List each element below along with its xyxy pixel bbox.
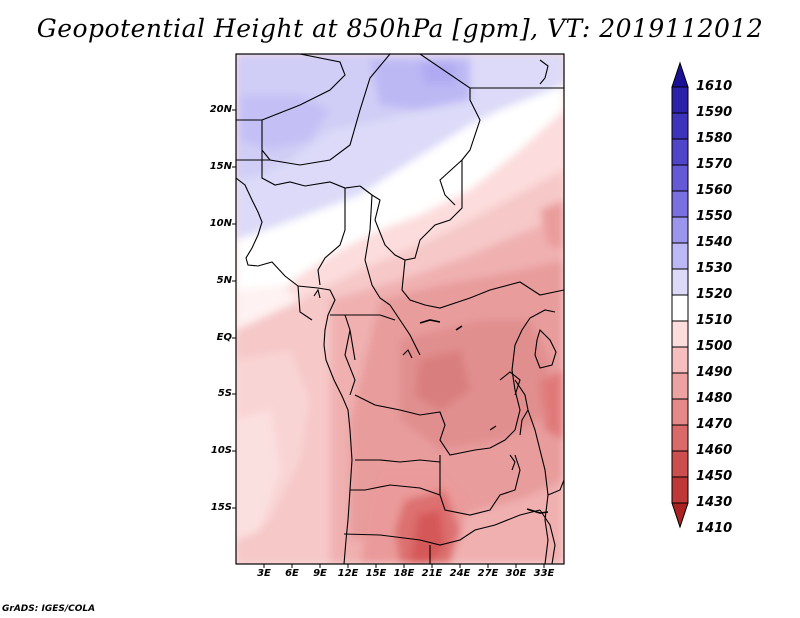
lat-label-5n: 5N <box>216 275 232 286</box>
colorbar-label: 1480 <box>696 391 733 406</box>
lon-label-21e: 21E <box>421 568 443 579</box>
lon-label-30e: 30E <box>505 568 527 579</box>
colorbar-swatch <box>671 424 689 452</box>
colorbar-swatch <box>671 268 689 296</box>
lon-label-33e: 33E <box>533 568 555 579</box>
colorbar-label: 1540 <box>696 235 733 250</box>
lon-label-3e: 3E <box>257 568 271 579</box>
lon-label-12e: 12E <box>337 568 359 579</box>
colorbar-swatch <box>671 346 689 374</box>
colorbar-swatch <box>671 398 689 426</box>
colorbar-swatch <box>671 216 689 244</box>
lon-label-9e: 9E <box>313 568 327 579</box>
colorbar-label: 1610 <box>696 79 733 94</box>
lon-label-27e: 27E <box>477 568 499 579</box>
lon-label-18e: 18E <box>393 568 415 579</box>
lat-label-10s: 10S <box>210 445 232 456</box>
colorbar-label: 1510 <box>696 313 733 328</box>
lon-label-15e: 15E <box>365 568 387 579</box>
lat-label-10n: 10N <box>209 218 232 229</box>
coastlines-and-borders <box>236 54 564 564</box>
lon-label-24e: 24E <box>449 568 471 579</box>
lon-label-6e: 6E <box>285 568 299 579</box>
colorbar-label: 1410 <box>696 521 733 536</box>
height-field-shading <box>236 54 564 564</box>
colorbar-label: 1520 <box>696 287 733 302</box>
colorbar-swatch <box>671 112 689 140</box>
colorbar-label: 1470 <box>696 417 733 432</box>
colorbar-top-arrow <box>671 61 689 88</box>
colorbar-swatch <box>671 320 689 348</box>
colorbar-swatch <box>671 476 689 504</box>
lat-label-20n: 20N <box>209 104 232 115</box>
colorbar-label: 1560 <box>696 183 733 198</box>
lat-label-5s: 5S <box>217 388 232 399</box>
colorbar-swatch <box>671 86 689 114</box>
colorbar-label: 1430 <box>696 495 733 510</box>
colorbar-label: 1570 <box>696 157 733 172</box>
colorbar-label: 1590 <box>696 105 733 120</box>
colorbar-swatch <box>671 242 689 270</box>
colorbar-label: 1530 <box>696 261 733 276</box>
colorbar-label: 1500 <box>696 339 733 354</box>
lat-label-15s: 15S <box>210 502 232 513</box>
map-frame <box>235 53 565 565</box>
colorbar-swatch <box>671 164 689 192</box>
colorbar-label: 1550 <box>696 209 733 224</box>
colorbar-swatch <box>671 190 689 218</box>
colorbar-label: 1450 <box>696 469 733 484</box>
lat-label-15n: 15N <box>209 161 232 172</box>
colorbar-swatch <box>671 450 689 478</box>
map-title: Geopotential Height at 850hPa [gpm], VT:… <box>36 14 764 43</box>
colorbar-swatch <box>671 138 689 166</box>
axis-ticks <box>232 109 545 568</box>
colorbar-bottom-arrow <box>671 502 689 529</box>
grads-credit: GrADS: IGES/COLA <box>2 604 96 614</box>
colorbar <box>671 61 689 529</box>
colorbar-label: 1490 <box>696 365 733 380</box>
colorbar-swatch <box>671 294 689 322</box>
lat-label-eq: EQ <box>216 332 232 343</box>
colorbar-label: 1460 <box>696 443 733 458</box>
colorbar-swatch <box>671 372 689 400</box>
colorbar-label: 1580 <box>696 131 733 146</box>
